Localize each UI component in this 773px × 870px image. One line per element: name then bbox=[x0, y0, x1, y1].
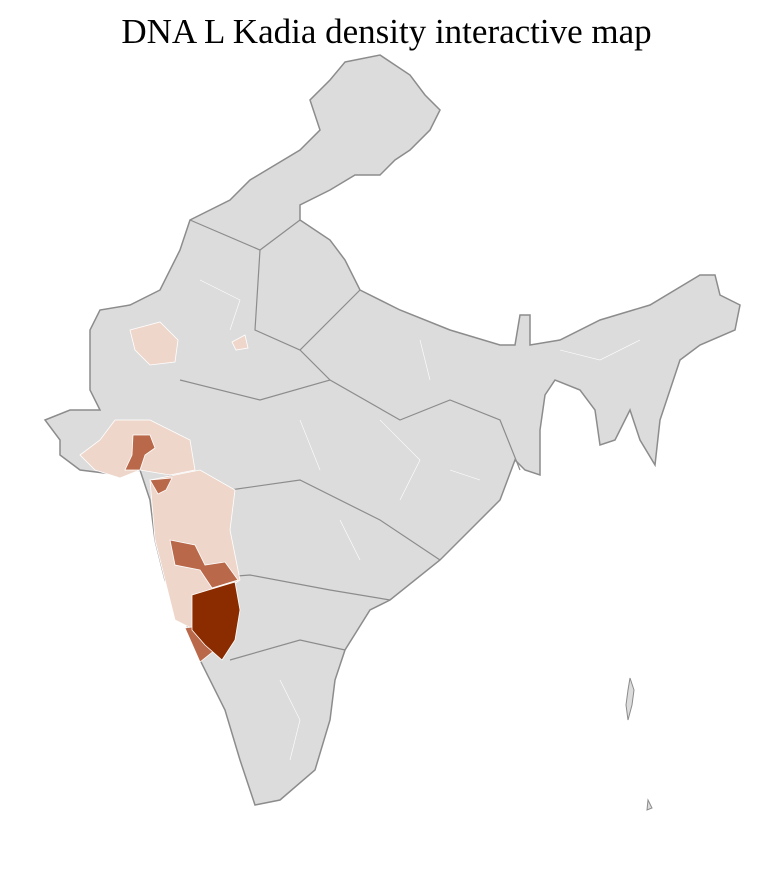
district-region-high[interactable] bbox=[191, 581, 241, 661]
district-border-line bbox=[339, 519, 361, 561]
district-borders bbox=[199, 279, 641, 761]
district-region-low[interactable] bbox=[231, 334, 249, 351]
district-border-line bbox=[299, 419, 321, 471]
district-border-line bbox=[199, 279, 241, 331]
andaman-islands bbox=[625, 677, 653, 811]
district-region-low[interactable] bbox=[129, 321, 179, 366]
district-region-medium[interactable] bbox=[169, 539, 239, 589]
district-region-medium[interactable] bbox=[124, 434, 156, 471]
district-border-line bbox=[419, 339, 431, 381]
state-borders bbox=[149, 219, 521, 661]
district-region-medium[interactable] bbox=[149, 477, 173, 495]
district-border-line bbox=[379, 419, 421, 501]
district-border-line bbox=[279, 679, 301, 761]
district-border-line bbox=[449, 469, 481, 481]
district-border-line bbox=[559, 339, 641, 361]
map-title: DNA L Kadia density interactive map bbox=[121, 12, 652, 51]
